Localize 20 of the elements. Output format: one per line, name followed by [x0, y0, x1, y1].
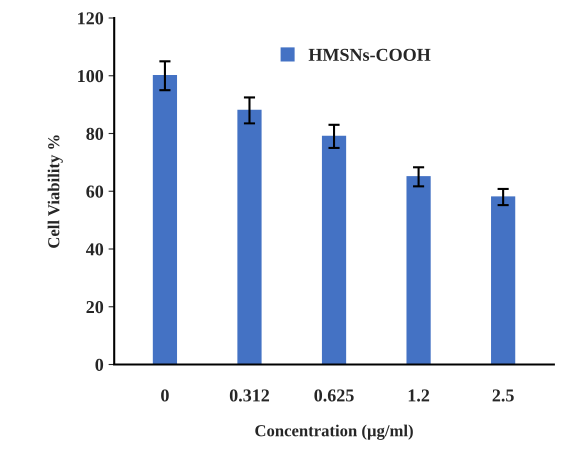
- y-tick-label: 120: [78, 12, 104, 24]
- bar: [406, 176, 431, 364]
- x-tick-label: 1.2: [408, 389, 430, 402]
- x-tick-label: 2.5: [492, 389, 514, 402]
- y-tick-label: 0: [95, 358, 104, 371]
- bar: [152, 75, 178, 364]
- x-tick-label: 0.625: [314, 389, 354, 402]
- x-tick-label: 0: [161, 389, 169, 402]
- legend-label: HMSNs-COOH: [308, 48, 430, 61]
- x-axis-title: Concentration (µg/ml): [255, 424, 413, 440]
- y-tick-label: 80: [86, 128, 104, 140]
- y-tick-label: 40: [86, 243, 104, 256]
- y-axis-title: Cell Viability %: [48, 135, 63, 248]
- bar: [237, 110, 262, 364]
- y-tick-label: 100: [78, 70, 104, 82]
- y-tick-label: 20: [86, 301, 104, 314]
- bar: [491, 196, 516, 364]
- y-tick-label: 60: [86, 186, 104, 198]
- bar: [322, 136, 346, 364]
- x-tick-label: 0.312: [230, 389, 270, 402]
